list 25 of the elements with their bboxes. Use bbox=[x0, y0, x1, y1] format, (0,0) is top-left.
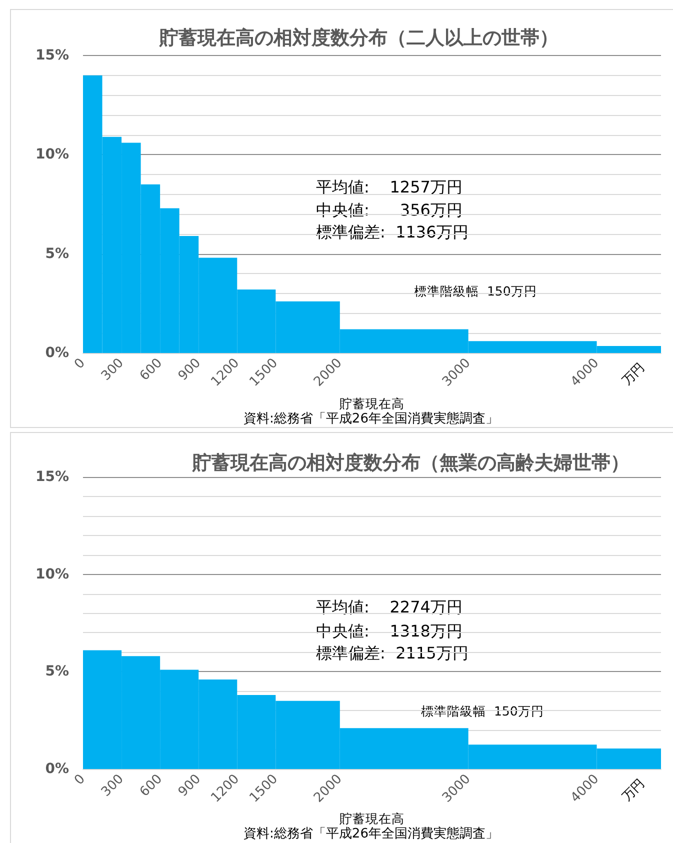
x-tick-label: 600 bbox=[137, 356, 166, 384]
text: 万円 bbox=[619, 360, 647, 388]
text: 万円 bbox=[619, 776, 647, 804]
y-tick-label: 10% bbox=[35, 146, 69, 163]
y-tick-label: 5% bbox=[45, 246, 69, 262]
y-tick-label: 15% bbox=[35, 48, 69, 64]
x-tick-label: 0 bbox=[72, 356, 88, 372]
y-tick-label: 15% bbox=[35, 469, 69, 485]
x-axis-title: 貯蓄現在高 bbox=[340, 811, 404, 826]
x-tick-label: 900 bbox=[176, 772, 204, 800]
x-tick-label: 0 bbox=[72, 772, 88, 788]
chart-title: 貯蓄現在高の相対度数分布（無業の高齢夫婦世帯） bbox=[192, 452, 630, 474]
x-tick-label: 300 bbox=[98, 356, 127, 384]
x-tick-label: 600 bbox=[137, 772, 166, 800]
x-tick-label: 900 bbox=[176, 356, 204, 384]
y-tick-label: 10% bbox=[35, 566, 69, 582]
text: 資料:総務省「平成26年全国消費実態調査」 bbox=[244, 826, 498, 842]
annotation: 平均値: 1257万円 bbox=[316, 178, 462, 196]
y-tick-label: 0% bbox=[45, 345, 69, 361]
x-tick-label: 300 bbox=[98, 772, 127, 800]
text: 資料:総務省「平成26年全国消費実態調査」 bbox=[244, 410, 498, 426]
x-axis-title: 貯蓄現在高 bbox=[340, 396, 404, 411]
y-tick-label: 0% bbox=[45, 761, 69, 777]
chart-title: 貯蓄現在高の相対度数分布（二人以上の世帯） bbox=[158, 27, 558, 49]
y-tick-label: 5% bbox=[45, 664, 69, 680]
